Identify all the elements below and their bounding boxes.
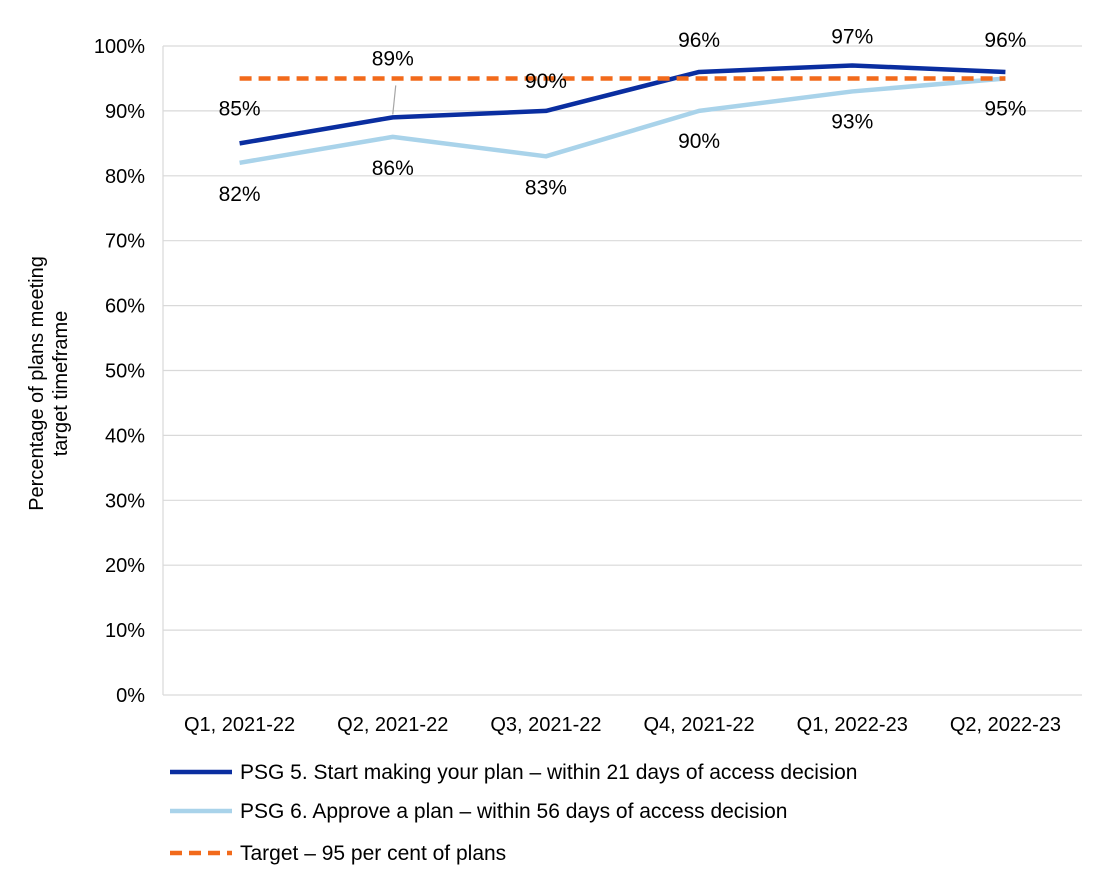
legend: PSG 5. Start making your plan – within 2… [170, 761, 857, 865]
psg6-series-line [239, 76, 1006, 166]
x-tick-label: Q4, 2021-22 [643, 714, 754, 736]
y-tick-label: 20% [105, 555, 145, 577]
psg5-data-label: 90% [525, 70, 567, 93]
x-tick-label: Q3, 2021-22 [490, 714, 601, 736]
psg5-data-label: 96% [984, 29, 1026, 52]
y-tick-label: 80% [105, 166, 145, 188]
y-tick-label: 40% [105, 425, 145, 447]
axes [162, 46, 1082, 696]
y-tick-label: 50% [105, 361, 145, 383]
y-tick-label: 100% [94, 36, 145, 58]
legend-label: PSG 6. Approve a plan – within 56 days o… [240, 800, 788, 823]
psg6-data-label: 82% [219, 183, 261, 206]
psg6-data-label: 90% [678, 130, 720, 153]
x-tick-labels: Q1, 2021-22 Q2, 2021-22 Q3, 2021-22 Q4, 202… [184, 714, 1061, 736]
legend-item-target: Target – 95 per cent of plans [170, 842, 506, 865]
x-tick-label: Q1, 2021-22 [184, 714, 295, 736]
y-axis-title: Percentage of plans meeting target timef… [26, 256, 72, 511]
legend-label: Target – 95 per cent of plans [240, 842, 506, 865]
y-tick-label: 60% [105, 296, 145, 318]
label-leader-line [392, 85, 397, 115]
psg5-data-label: 97% [831, 25, 873, 48]
x-tick-label: Q2, 2021-22 [337, 714, 448, 736]
psg6-data-label: 93% [831, 110, 873, 133]
psg5-data-label: 96% [678, 29, 720, 52]
y-tick-label: 10% [105, 620, 145, 642]
psg6-data-label: 86% [372, 157, 414, 180]
y-tick-label: 90% [105, 101, 145, 123]
x-tick-label: Q1, 2022-23 [797, 714, 908, 736]
y-axis-title-line-2: target timeframe [50, 311, 72, 457]
psg5-data-label: 85% [219, 97, 261, 120]
x-tick-label: Q2, 2022-23 [950, 714, 1061, 736]
gridlines [163, 45, 1082, 631]
psg5-series-line [239, 63, 1006, 146]
y-tick-label: 0% [116, 685, 145, 707]
data-labels: 85% 89% 90% 96% 97% 96% 82% 86% 83% 90% 93% 95% [219, 25, 1027, 205]
legend-label: PSG 5. Start making your plan – within 2… [240, 761, 857, 784]
psg5-data-label: 89% [372, 47, 414, 70]
y-tick-label: 70% [105, 231, 145, 253]
y-tick-labels: 0% 10% 20% 30% 40% 50% 60% 70% 80% 90% 100% [94, 36, 145, 707]
legend-item-psg5: PSG 5. Start making your plan – within 2… [170, 761, 857, 784]
psg6-data-label: 83% [525, 176, 567, 199]
y-tick-label: 30% [105, 490, 145, 512]
series-lines [239, 63, 1006, 166]
legend-item-psg6: PSG 6. Approve a plan – within 56 days o… [170, 800, 788, 823]
y-axis-title-line-1: Percentage of plans meeting [26, 256, 48, 511]
psg6-data-label: 95% [984, 97, 1026, 120]
